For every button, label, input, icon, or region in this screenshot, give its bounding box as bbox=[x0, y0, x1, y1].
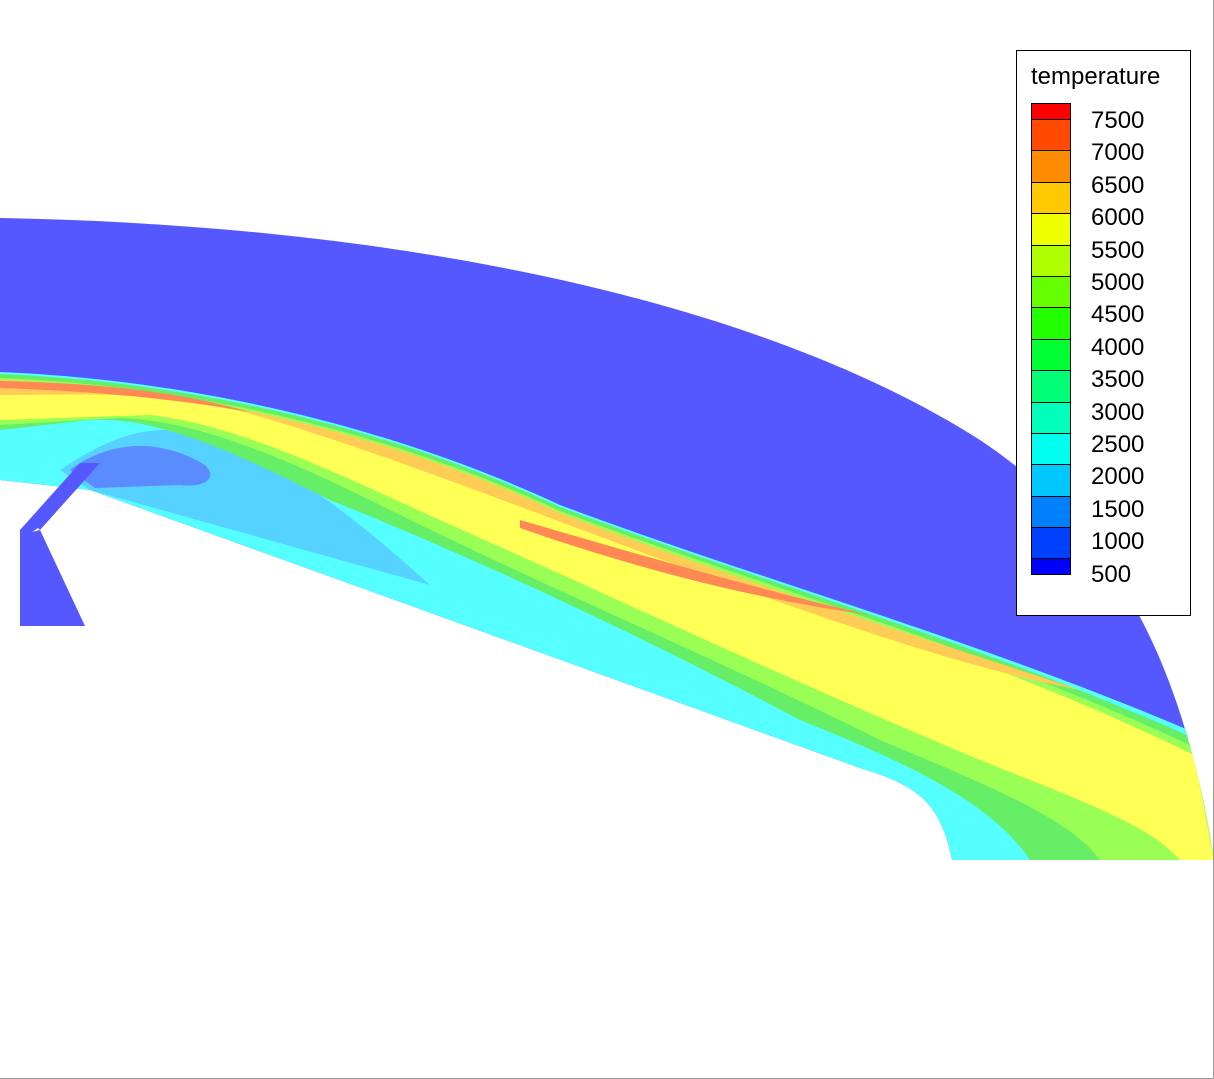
legend-level-label: 2000 bbox=[1091, 463, 1145, 491]
legend-level-label: 6000 bbox=[1091, 204, 1145, 232]
legend-level-label: 3000 bbox=[1091, 398, 1145, 426]
legend-swatch bbox=[1031, 119, 1071, 152]
legend-level-label: 500 bbox=[1091, 560, 1132, 588]
legend-level-label: 1500 bbox=[1091, 495, 1145, 523]
legend-swatch bbox=[1031, 103, 1071, 120]
region-1000-1500 bbox=[70, 446, 211, 488]
legend-level-label: 4500 bbox=[1091, 301, 1145, 329]
legend-level-label: 4000 bbox=[1091, 333, 1145, 361]
support-strut bbox=[20, 463, 100, 626]
legend-swatch bbox=[1031, 432, 1071, 466]
legend-swatch bbox=[1031, 338, 1071, 372]
legend-swatch bbox=[1031, 464, 1071, 497]
legend-level-label: 6500 bbox=[1091, 171, 1145, 199]
legend-level-label: 7500 bbox=[1091, 107, 1145, 134]
legend-level-label: 7000 bbox=[1091, 139, 1145, 167]
legend-swatch bbox=[1031, 181, 1071, 215]
strut-gap bbox=[32, 528, 40, 532]
region-6500-7000 bbox=[0, 380, 1080, 690]
legend-level-label: 2500 bbox=[1091, 431, 1145, 458]
legend-swatch bbox=[1031, 527, 1071, 560]
legend-level-label: 3500 bbox=[1091, 366, 1145, 394]
legend-level-label: 5000 bbox=[1091, 269, 1145, 296]
legend-swatch bbox=[1031, 213, 1071, 246]
legend-level-label: 1000 bbox=[1091, 528, 1145, 556]
legend-swatch bbox=[1031, 370, 1071, 403]
legend: temperature 7500 7000 6500 6000 5500 5000 4500… bbox=[1016, 50, 1191, 616]
legend-swatch bbox=[1031, 558, 1071, 576]
region-4500-5000 bbox=[0, 378, 1214, 860]
legend-swatch bbox=[1031, 275, 1071, 309]
legend-swatch bbox=[1031, 401, 1071, 434]
legend-title: temperature bbox=[1031, 63, 1161, 90]
legend-swatch bbox=[1031, 307, 1071, 340]
legend-swatch bbox=[1031, 150, 1071, 183]
legend-level-label: 5500 bbox=[1091, 236, 1145, 264]
legend-colorbar bbox=[1031, 103, 1071, 576]
legend-swatch bbox=[1031, 495, 1071, 529]
legend-swatch bbox=[1031, 244, 1071, 277]
